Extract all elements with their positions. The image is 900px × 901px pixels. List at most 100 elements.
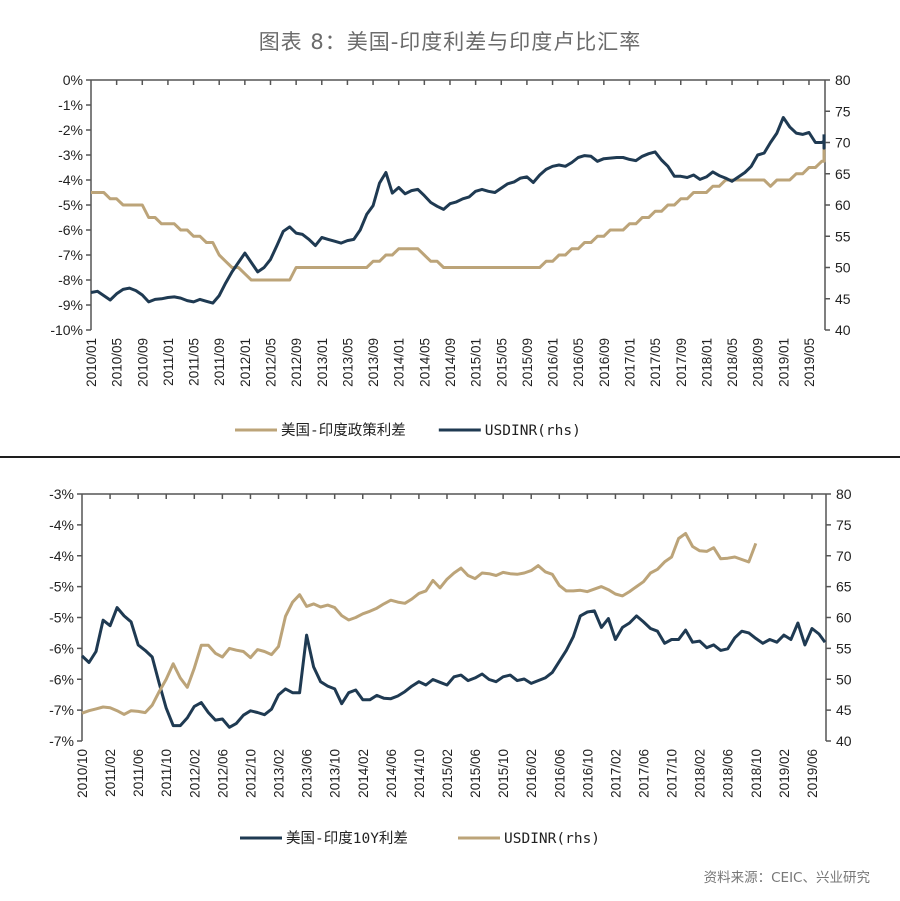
x-tick-label: 2012/06 bbox=[215, 749, 230, 798]
x-tick-label: 2019/02 bbox=[777, 749, 792, 798]
x-tick-label: 2011/05 bbox=[187, 338, 202, 386]
x-tick-label: 2013/09 bbox=[366, 338, 381, 387]
y-left-tick-label: -10% bbox=[50, 322, 83, 338]
x-tick-label: 2015/10 bbox=[496, 749, 511, 798]
x-tick-label: 2010/05 bbox=[110, 338, 125, 387]
x-tick-label: 2014/01 bbox=[392, 338, 407, 387]
x-tick-label: 2016/01 bbox=[546, 338, 561, 387]
x-tick-label: 2011/09 bbox=[212, 338, 227, 386]
x-tick-label: 2015/06 bbox=[468, 749, 483, 798]
legend-label: USDINR(rhs) bbox=[504, 831, 600, 847]
y-right-tick-label: 60 bbox=[835, 197, 851, 213]
y-left-tick-label: -6% bbox=[49, 640, 74, 656]
y-right-tick-label: 40 bbox=[835, 322, 851, 338]
x-tick-label: 2011/01 bbox=[161, 338, 176, 386]
series-line-spread bbox=[91, 142, 826, 282]
x-tick-label: 2017/06 bbox=[637, 749, 652, 798]
y-left-tick-label: -7% bbox=[49, 733, 74, 749]
x-tick-label: 2018/10 bbox=[749, 749, 764, 798]
x-tick-label: 2012/09 bbox=[289, 338, 304, 387]
x-tick-label: 2019/05 bbox=[802, 338, 817, 387]
y-left-tick-label: -8% bbox=[58, 272, 83, 288]
x-tick-label: 2018/09 bbox=[751, 338, 766, 387]
x-tick-label: 2012/10 bbox=[243, 749, 258, 798]
y-right-tick-label: 80 bbox=[835, 72, 851, 88]
x-tick-label: 2017/02 bbox=[608, 749, 623, 798]
y-left-tick-label: -5% bbox=[49, 610, 74, 626]
y-right-tick-label: 55 bbox=[836, 640, 852, 656]
y-left-tick-label: -4% bbox=[58, 172, 83, 188]
y-left-tick-label: -7% bbox=[49, 702, 74, 718]
chart-policy-spread: 0% -1% -2% -3% -4% -5% -6% -7% -8% -9% -10% 80 75 70 6… bbox=[50, 72, 851, 439]
x-tick-label: 2015/02 bbox=[440, 749, 455, 798]
x-tick-label: 2010/01 bbox=[84, 338, 99, 387]
x-tick-label: 2013/10 bbox=[328, 749, 343, 798]
x-tick-label: 2018/05 bbox=[725, 338, 740, 387]
y-left-tick-label: -4% bbox=[49, 517, 74, 533]
x-tick-label: 2016/05 bbox=[571, 338, 586, 387]
x-tick-label: 2015/05 bbox=[494, 338, 509, 387]
x-tick-label: 2018/02 bbox=[693, 749, 708, 798]
y-left-tick-label: -9% bbox=[58, 297, 83, 313]
x-tick-label: 2017/01 bbox=[622, 338, 637, 387]
y-right-tick-label: 75 bbox=[836, 517, 852, 533]
x-tick-label: 2016/10 bbox=[580, 749, 595, 798]
x-tick-label: 2014/06 bbox=[384, 749, 399, 798]
y-left-tick-label: -5% bbox=[49, 579, 74, 595]
x-tick-label: 2010/09 bbox=[135, 338, 150, 387]
x-tick-label: 2014/09 bbox=[443, 338, 458, 387]
y-right-tick-label: 50 bbox=[836, 671, 852, 687]
y-right-tick-label: 75 bbox=[835, 103, 851, 119]
series-line-spread bbox=[80, 606, 827, 729]
x-tick-label: 2018/01 bbox=[699, 338, 714, 387]
x-tick-label: 2013/06 bbox=[300, 749, 315, 798]
x-tick-label: 2015/01 bbox=[469, 338, 484, 387]
y-left-tick-label: 0% bbox=[63, 72, 83, 88]
y-left-tick-label: -6% bbox=[58, 222, 83, 238]
source-note: 资料来源：CEIC、兴业研究 bbox=[703, 870, 870, 886]
x-tick-label: 2016/02 bbox=[524, 749, 539, 798]
x-tick-label: 2017/09 bbox=[674, 338, 689, 387]
y-right-tick-label: 40 bbox=[836, 733, 852, 749]
x-tick-label: 2014/10 bbox=[412, 749, 427, 798]
series-line-usdinr bbox=[81, 532, 758, 716]
series-line-usdinr bbox=[90, 116, 826, 305]
y-right-tick-label: 60 bbox=[836, 610, 852, 626]
y-right-tick-label: 45 bbox=[836, 702, 852, 718]
x-tick-label: 2017/10 bbox=[665, 749, 680, 798]
x-tick-label: 2010/10 bbox=[75, 749, 90, 798]
y-left-tick-label: -3% bbox=[58, 147, 83, 163]
x-tick-label: 2019/01 bbox=[776, 338, 791, 387]
y-right-tick-label: 65 bbox=[835, 166, 851, 182]
y-right-tick-label: 70 bbox=[836, 548, 852, 564]
y-right-tick-label: 80 bbox=[836, 486, 852, 502]
x-tick-label: 2013/01 bbox=[315, 338, 330, 387]
x-tick-label: 2011/06 bbox=[131, 749, 146, 797]
legend-label: USDINR(rhs) bbox=[485, 423, 581, 439]
y-right-tick-label: 70 bbox=[835, 135, 851, 151]
y-left-tick-label: -5% bbox=[58, 197, 83, 213]
chart-divider bbox=[0, 456, 900, 458]
legend-label: 美国-印度政策利差 bbox=[281, 422, 406, 439]
x-tick-label: 2011/02 bbox=[103, 749, 118, 797]
x-tick-label: 2014/02 bbox=[356, 749, 371, 798]
x-tick-label: 2012/01 bbox=[238, 338, 253, 387]
x-tick-label: 2012/02 bbox=[187, 749, 202, 798]
y-right-tick-label: 55 bbox=[835, 228, 851, 244]
y-left-tick-label: -1% bbox=[58, 97, 83, 113]
y-right-tick-label: 65 bbox=[836, 579, 852, 595]
x-tick-label: 2011/10 bbox=[159, 749, 174, 797]
x-tick-label: 2016/09 bbox=[597, 338, 612, 387]
legend-label: 美国-印度10Y利差 bbox=[286, 830, 408, 847]
x-tick-label: 2015/09 bbox=[520, 338, 535, 387]
y-right-tick-label: 45 bbox=[835, 291, 851, 307]
x-tick-label: 2017/05 bbox=[648, 338, 663, 387]
y-left-tick-label: -4% bbox=[49, 548, 74, 564]
chart-10y-spread: -3% -4% -4% -5% -5% -6% -6% -7% -7% 80 75 70 65 60 55 5… bbox=[49, 486, 852, 847]
figure-title: 图表 8：美国-印度利差与印度卢比汇率 bbox=[258, 30, 642, 54]
x-tick-label: 2013/05 bbox=[340, 338, 355, 387]
y-left-tick-label: -2% bbox=[58, 122, 83, 138]
x-tick-label: 2012/05 bbox=[263, 338, 278, 387]
y-left-tick-label: -3% bbox=[49, 486, 74, 502]
x-tick-label: 2019/06 bbox=[805, 749, 820, 798]
